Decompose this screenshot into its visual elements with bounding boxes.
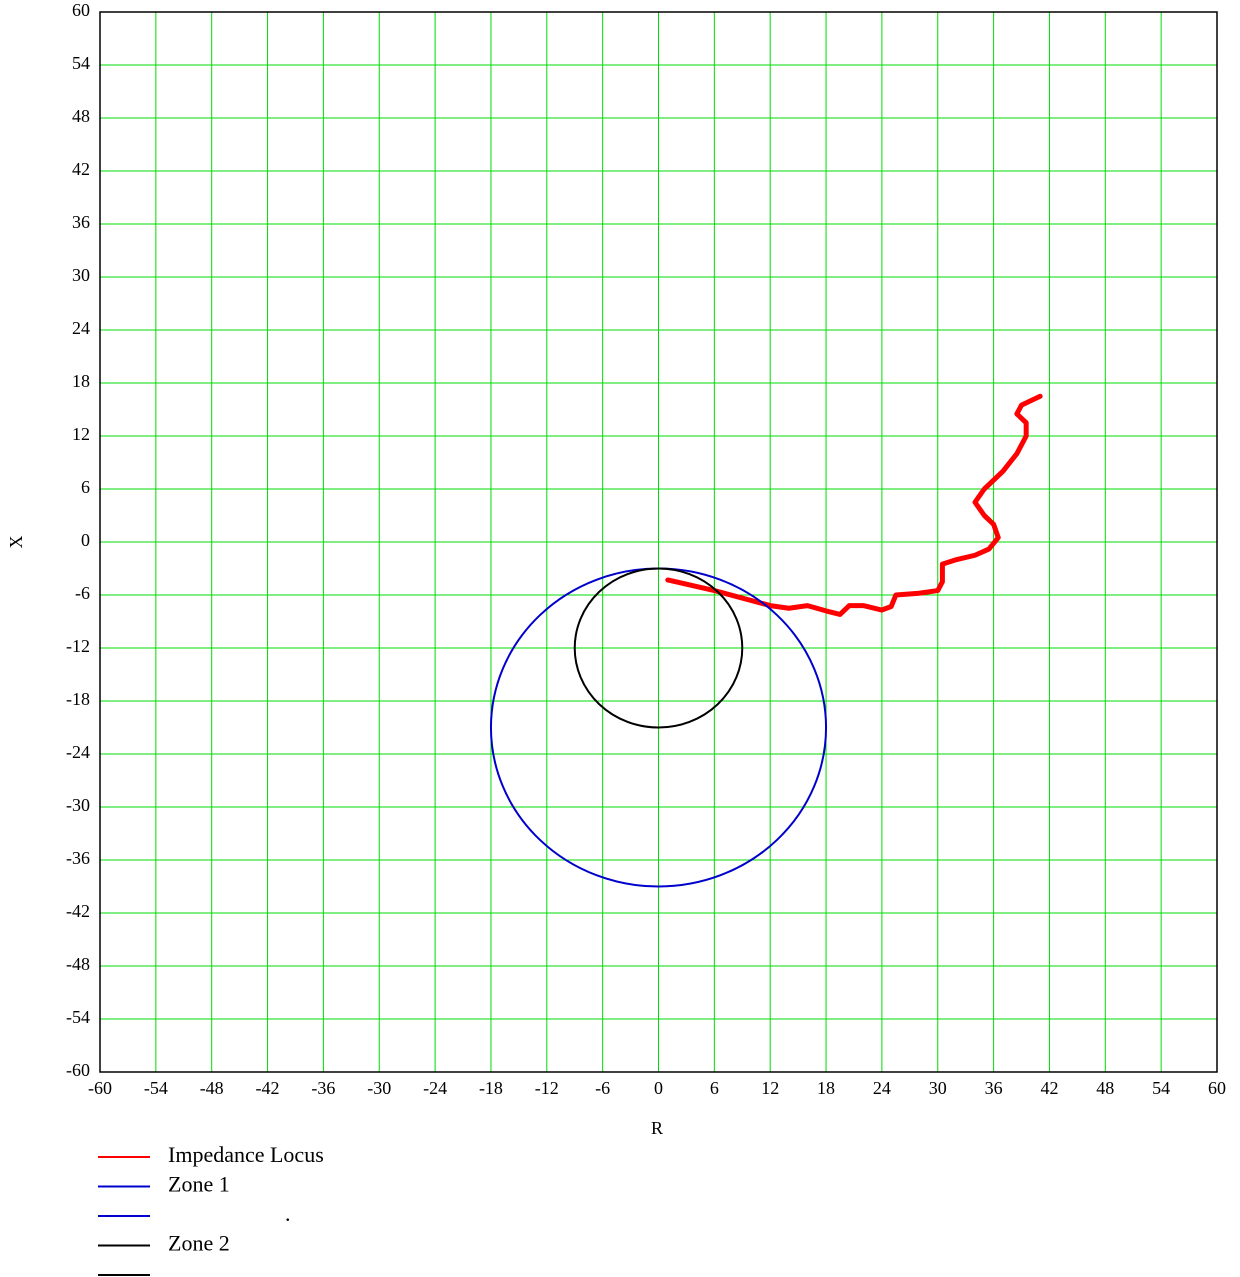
legend-label: . [285, 1201, 291, 1226]
y-tick-label: -60 [66, 1060, 90, 1080]
y-tick-label: -30 [66, 795, 90, 815]
y-tick-label: 54 [72, 53, 90, 73]
x-tick-label: -60 [88, 1078, 112, 1098]
y-tick-label: 18 [72, 371, 90, 391]
y-tick-label: -48 [66, 954, 90, 974]
x-tick-label: -12 [535, 1078, 559, 1098]
plot-border [99, 11, 1218, 1073]
x-tick-label: 12 [761, 1078, 779, 1098]
zone-circle [573, 567, 744, 729]
y-tick-label: 48 [72, 106, 90, 126]
x-tick-label: -48 [200, 1078, 224, 1098]
x-tick-label: -36 [311, 1078, 335, 1098]
y-tick-label: -24 [66, 742, 90, 762]
x-tick-label: -30 [367, 1078, 391, 1098]
y-tick-label: 24 [72, 318, 90, 338]
x-tick-label: 36 [985, 1078, 1003, 1098]
y-tick-label: -42 [66, 901, 90, 921]
x-tick-label: -54 [144, 1078, 168, 1098]
impedance-locus [665, 393, 1043, 617]
x-tick-label: 0 [654, 1078, 663, 1098]
y-tick-label: 6 [81, 477, 90, 497]
x-tick-label: 6 [710, 1078, 719, 1098]
x-tick-label: 24 [873, 1078, 891, 1098]
y-tick-label: -18 [66, 689, 90, 709]
x-tick-label: 60 [1208, 1078, 1226, 1098]
x-tick-label: -6 [595, 1078, 610, 1098]
legend-label: Impedance Locus [168, 1142, 324, 1167]
x-tick-label: -42 [256, 1078, 280, 1098]
y-tick-label: 30 [72, 265, 90, 285]
x-tick-label: -24 [423, 1078, 447, 1098]
y-tick-label: -12 [66, 636, 90, 656]
x-tick-label: 18 [817, 1078, 835, 1098]
legend-label: Zone 2 [168, 1231, 230, 1256]
y-tick-label: -36 [66, 848, 90, 868]
y-tick-label: 36 [72, 212, 90, 232]
y-tick-label: -54 [66, 1007, 90, 1027]
x-tick-label: -18 [479, 1078, 503, 1098]
x-tick-label: 48 [1096, 1078, 1114, 1098]
y-tick-label: -6 [75, 583, 90, 603]
y-tick-label: 12 [72, 424, 90, 444]
y-axis-label: X [6, 536, 26, 549]
y-tick-label: 42 [72, 159, 90, 179]
legend-label: Zone 1 [168, 1172, 230, 1197]
x-axis-label: R [651, 1118, 663, 1138]
x-tick-label: 54 [1152, 1078, 1170, 1098]
y-tick-label: 60 [72, 0, 90, 20]
x-tick-label: 42 [1040, 1078, 1058, 1098]
y-tick-label: 0 [81, 530, 90, 550]
x-tick-label: 30 [929, 1078, 947, 1098]
